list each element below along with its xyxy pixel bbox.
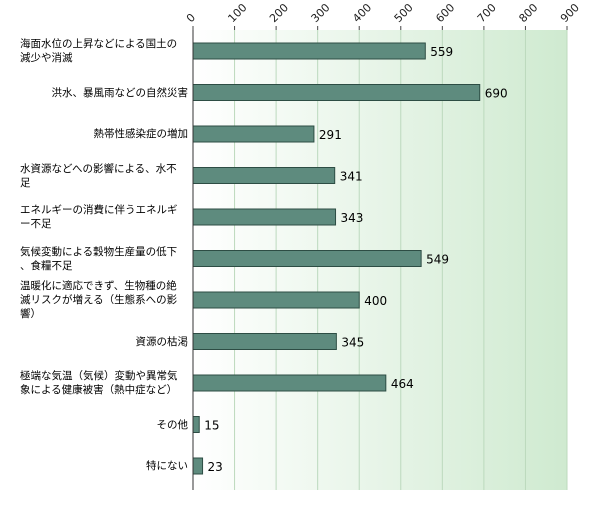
data-label: 341 — [340, 170, 363, 184]
category-label-line: 熱帯性感染症の増加 — [93, 128, 189, 140]
bar — [192, 250, 422, 267]
bar — [192, 42, 426, 60]
category-label: その他 — [20, 418, 189, 432]
tick-label: 600 — [433, 1, 457, 25]
category-label: 極端な気温（気候）変動や異常気 象による健康被害（熱中症など） — [20, 369, 188, 397]
data-label: 23 — [208, 460, 223, 474]
tick-label: 100 — [225, 1, 249, 25]
category-label: 特にない — [20, 459, 188, 473]
category-label: 気候変動による穀物生産量の低下 、食糧不足 — [20, 245, 188, 273]
bar — [192, 125, 315, 143]
x-axis-ticks: 0 100 200 300 400 500 600 700 800 900 — [184, 1, 582, 30]
category-label-line: 洪水、暴風雨などの自然災害 — [51, 86, 189, 99]
category-label: 熱帯性感染症の増加 — [20, 127, 189, 141]
category-label-line: 特にない — [146, 460, 188, 472]
data-label: 690 — [485, 87, 508, 101]
bar — [192, 416, 200, 433]
category-label-line: 足 — [20, 176, 31, 189]
bar — [192, 291, 360, 309]
data-label: 345 — [341, 336, 364, 350]
data-label: 464 — [391, 377, 414, 391]
data-label: 559 — [430, 45, 453, 59]
bar — [192, 208, 337, 226]
tick-label: 0 — [184, 11, 198, 25]
tick-label: 700 — [475, 1, 499, 25]
tick-label: 200 — [267, 1, 291, 25]
tick-label: 400 — [350, 1, 374, 25]
category-label-line: 、食糧不足 — [20, 259, 73, 272]
data-label: 343 — [341, 211, 364, 225]
category-label-line: 極端な気温（気候）変動や異常気 — [20, 370, 178, 382]
tick-label: 900 — [558, 1, 582, 25]
data-label: 549 — [426, 253, 449, 267]
category-label-line: 響） — [20, 308, 41, 320]
data-label: 15 — [204, 419, 219, 433]
data-label: 291 — [319, 128, 342, 142]
bar — [192, 167, 336, 184]
value-labels: 559 690 291 341 343 549 400 345 464 15 23 — [204, 45, 507, 474]
category-label-line: 滅リスクが増える（生態系への影 — [20, 294, 178, 306]
category-label: 洪水、暴風雨などの自然災害 — [20, 86, 189, 100]
category-label: 水資源などへの影響による、水不足 — [20, 162, 188, 190]
bar — [192, 457, 204, 475]
category-label: 海面水位の上昇などによる国土の 減少や消滅 — [20, 37, 188, 65]
category-label-line: 減少や消滅 — [20, 52, 73, 64]
tick-label: 500 — [392, 1, 416, 25]
category-label-line: 海面水位の上昇などによる国土の — [20, 38, 178, 50]
category-label-line: 温暖化に適応できず、生物種の絶 — [20, 280, 177, 292]
tick-label: 300 — [309, 1, 333, 25]
category-label-line: 象による健康被害（熱中症など） — [20, 384, 178, 396]
category-label: 資源の枯渇 — [20, 335, 189, 349]
category-label-line: 気候変動による穀物生産量の低下 — [20, 245, 178, 258]
data-label: 400 — [364, 294, 387, 308]
bar — [192, 84, 481, 101]
category-label: 温暖化に適応できず、生物種の絶 滅リスクが増える（生態系への影 響） — [20, 279, 188, 321]
category-label-line: エネルギーの消費に伴うエネルギ — [20, 204, 178, 216]
bar — [192, 333, 337, 350]
category-label-line: ー不足 — [20, 218, 52, 230]
category-label-line: 資源の枯渇 — [135, 335, 189, 348]
category-label-line: その他 — [156, 418, 189, 431]
bar — [192, 374, 387, 392]
tick-label: 800 — [516, 1, 540, 25]
category-label-line: 水資源などへの影響による、水不 — [20, 162, 177, 175]
category-label: エネルギーの消費に伴うエネルギ ー不足 — [20, 203, 188, 231]
